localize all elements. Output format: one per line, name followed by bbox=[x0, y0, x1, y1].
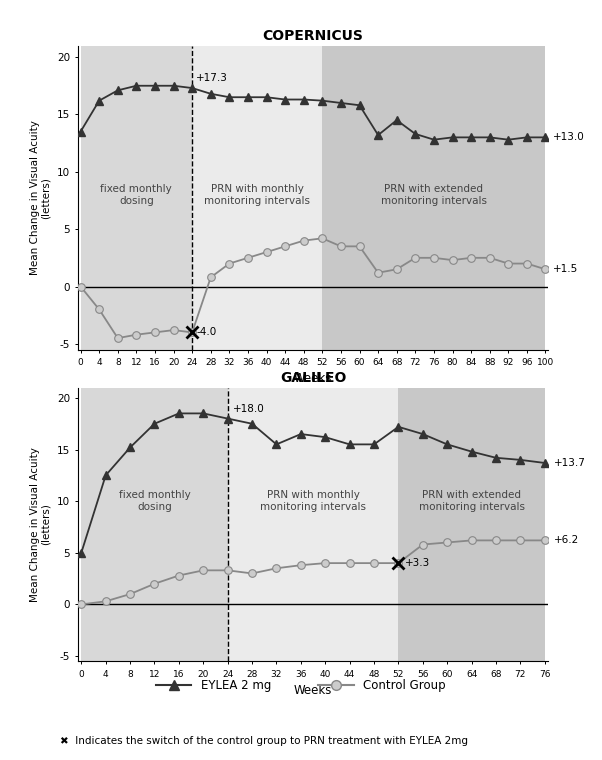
Text: ✖  Indicates the switch of the control group to PRN treatment with EYLEA 2mg: ✖ Indicates the switch of the control gr… bbox=[60, 736, 468, 746]
Text: +18.0: +18.0 bbox=[232, 404, 264, 414]
Bar bbox=[81, 388, 228, 661]
Text: fixed monthly
dosing: fixed monthly dosing bbox=[101, 184, 172, 205]
X-axis label: Weeks: Weeks bbox=[294, 372, 332, 385]
Text: fixed monthly
dosing: fixed monthly dosing bbox=[119, 490, 190, 512]
Title: COPERNICUS: COPERNICUS bbox=[262, 29, 364, 43]
Text: +3.3: +3.3 bbox=[405, 558, 430, 568]
Y-axis label: Mean Change in Visual Acuity
(letters): Mean Change in Visual Acuity (letters) bbox=[29, 447, 51, 602]
Bar bbox=[228, 388, 399, 661]
Text: +6.2: +6.2 bbox=[554, 535, 579, 546]
Bar bbox=[81, 46, 192, 350]
Title: GALILEO: GALILEO bbox=[280, 371, 346, 385]
Text: +13.7: +13.7 bbox=[554, 458, 586, 468]
Bar bbox=[322, 46, 545, 350]
Bar bbox=[399, 388, 545, 661]
Text: +13.0: +13.0 bbox=[553, 132, 584, 142]
Text: PRN with extended
monitoring intervals: PRN with extended monitoring intervals bbox=[381, 184, 487, 205]
Text: PRN with monthly
monitoring intervals: PRN with monthly monitoring intervals bbox=[204, 184, 310, 205]
Legend: EYLEA 2 mg, Control Group: EYLEA 2 mg, Control Group bbox=[151, 675, 451, 697]
X-axis label: Weeks: Weeks bbox=[294, 684, 332, 697]
Text: +17.3: +17.3 bbox=[196, 74, 228, 84]
Text: PRN with monthly
monitoring intervals: PRN with monthly monitoring intervals bbox=[260, 490, 366, 512]
Y-axis label: Mean Change in Visual Acuity
(letters): Mean Change in Visual Acuity (letters) bbox=[29, 120, 51, 275]
Text: PRN with extended
monitoring intervals: PRN with extended monitoring intervals bbox=[418, 490, 524, 512]
Text: -4.0: -4.0 bbox=[197, 328, 217, 337]
Bar bbox=[192, 46, 322, 350]
Text: +1.5: +1.5 bbox=[553, 264, 578, 274]
